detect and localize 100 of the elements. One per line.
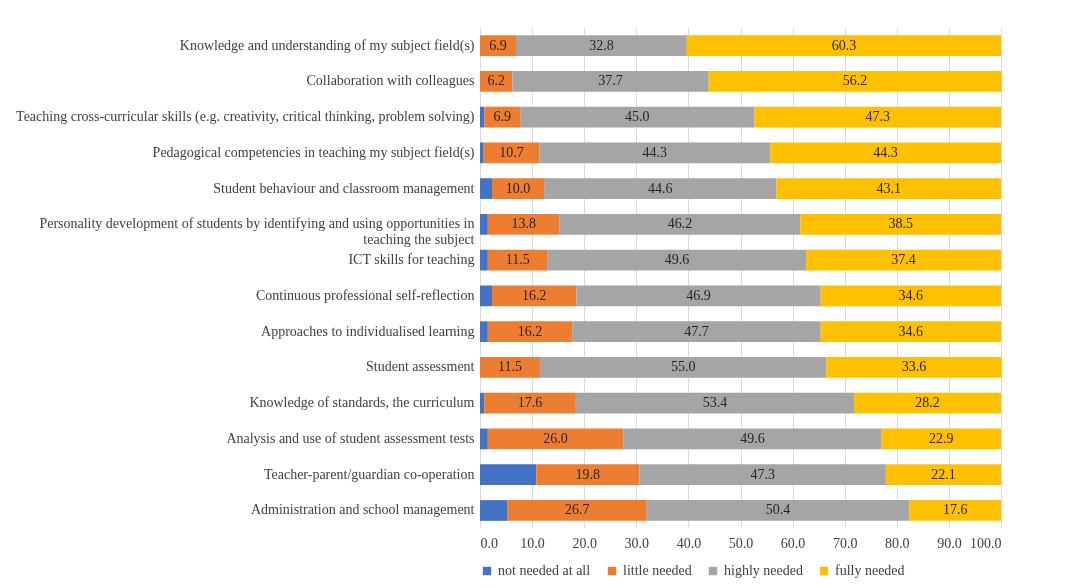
- x-tick-label: 10.0: [520, 535, 545, 551]
- y-tick-label: Analysis and use of student assessment tests: [226, 430, 475, 446]
- bar: [909, 500, 1001, 521]
- x-tick-label: 0.0: [480, 535, 498, 551]
- bar: [576, 285, 821, 307]
- bar: [491, 285, 577, 307]
- data-label: 49.6: [740, 430, 765, 446]
- bar: [480, 357, 540, 378]
- data-label: 38.5: [888, 216, 913, 232]
- x-tick-label: 100.0: [970, 535, 1002, 551]
- data-label: 34.6: [898, 287, 924, 303]
- bar: [881, 428, 1001, 450]
- data-label: 55.0: [670, 359, 696, 375]
- data-label: 26.7: [564, 502, 590, 518]
- bar: [480, 321, 488, 343]
- data-label: 19.8: [575, 466, 601, 482]
- data-label: 32.8: [589, 37, 614, 53]
- bar: [646, 500, 910, 521]
- data-label: 6.2: [487, 73, 505, 89]
- y-tick-label: ICT skills for teaching: [348, 252, 475, 268]
- data-label: 43.1: [876, 180, 901, 196]
- bar: [776, 178, 1001, 199]
- x-tick-label: 50.0: [728, 535, 754, 551]
- bar: [480, 428, 488, 450]
- x-tick-label: 30.0: [624, 535, 650, 551]
- data-label: 50.4: [765, 502, 791, 518]
- data-label: 6.9: [493, 109, 511, 125]
- bar: [539, 142, 771, 164]
- data-label: 6.9: [489, 37, 507, 53]
- bar: [572, 321, 821, 343]
- bar: [480, 500, 508, 521]
- y-tick-label: Student assessment: [366, 359, 475, 375]
- bar: [547, 249, 807, 271]
- y-tick-label: Student behaviour and classroom management: [213, 180, 475, 196]
- bar: [885, 464, 1001, 486]
- y-tick-label: Knowledge of standards, the curriculum: [249, 395, 475, 411]
- data-label: 45.0: [625, 109, 650, 125]
- y-tick-label: Pedagogical competencies in teaching my subject field(s): [152, 144, 475, 161]
- bar: [800, 213, 1001, 235]
- data-label: 47.3: [750, 466, 775, 482]
- bar: [480, 213, 488, 235]
- bar: [559, 213, 801, 235]
- y-tick-label: Approaches to individualised learning: [261, 323, 475, 339]
- bar: [507, 500, 647, 521]
- bar: [639, 464, 886, 486]
- bar: [575, 392, 855, 414]
- bar: [536, 464, 640, 486]
- bar: [806, 249, 1001, 271]
- bar: [686, 35, 1001, 56]
- y-tick-label: Administration and school management: [250, 502, 475, 518]
- data-label: 46.9: [686, 287, 711, 303]
- data-label: 11.5: [505, 252, 530, 268]
- x-tick-label: 80.0: [885, 535, 910, 551]
- bar: [480, 285, 492, 307]
- y-tick-label: Teaching cross-curricular skills (e.g. creativity, critical thinking, problem solving): [16, 109, 475, 126]
- y-tick-label: Collaboration with colleagues: [306, 73, 475, 89]
- bar: [480, 249, 488, 271]
- bar: [487, 428, 624, 450]
- x-tick-label: 60.0: [780, 535, 806, 551]
- data-label: 47.7: [684, 323, 709, 339]
- data-label: 44.3: [642, 144, 668, 160]
- data-label: 16.2: [517, 323, 543, 339]
- x-tick-label: 70.0: [832, 535, 858, 551]
- bar: [480, 392, 485, 414]
- data-label: 34.6: [898, 323, 924, 339]
- data-label: 37.4: [891, 252, 916, 268]
- data-label: 53.4: [702, 395, 728, 411]
- y-tick-label: Personality development of students by identifying and using opportunities in teaching the subject: [39, 216, 475, 248]
- data-label: 10.0: [505, 180, 531, 196]
- data-label: 33.6: [901, 359, 927, 375]
- bar: [487, 213, 560, 235]
- bar: [480, 142, 484, 164]
- x-tick-label: 90.0: [937, 535, 962, 551]
- bar: [480, 464, 537, 486]
- data-label: 13.8: [511, 216, 537, 232]
- bar: [754, 106, 1001, 128]
- legend-label: fully needed: [835, 563, 905, 578]
- bar: [826, 357, 1002, 378]
- data-label: 47.3: [865, 109, 891, 125]
- bar: [483, 142, 540, 164]
- data-label: 44.3: [873, 144, 898, 160]
- bar: [539, 357, 827, 378]
- data-label: 46.2: [667, 216, 693, 232]
- bar: [770, 142, 1001, 164]
- data-label: 44.6: [648, 180, 673, 196]
- bar: [623, 428, 882, 450]
- data-label: 56.2: [842, 73, 868, 89]
- legend-label: little needed: [623, 563, 692, 578]
- bar: [854, 392, 1001, 414]
- bar: [512, 70, 709, 92]
- bar: [544, 178, 777, 199]
- bar: [480, 178, 492, 199]
- data-label: 28.2: [915, 395, 940, 411]
- data-label: 11.5: [497, 359, 522, 375]
- data-label: 37.7: [598, 73, 623, 89]
- data-label: 16.2: [521, 287, 547, 303]
- bar: [708, 70, 1002, 92]
- data-label: 22.1: [931, 466, 956, 482]
- y-tick-label: Continuous professional self-reflection: [255, 287, 475, 303]
- data-label: 22.9: [929, 430, 954, 446]
